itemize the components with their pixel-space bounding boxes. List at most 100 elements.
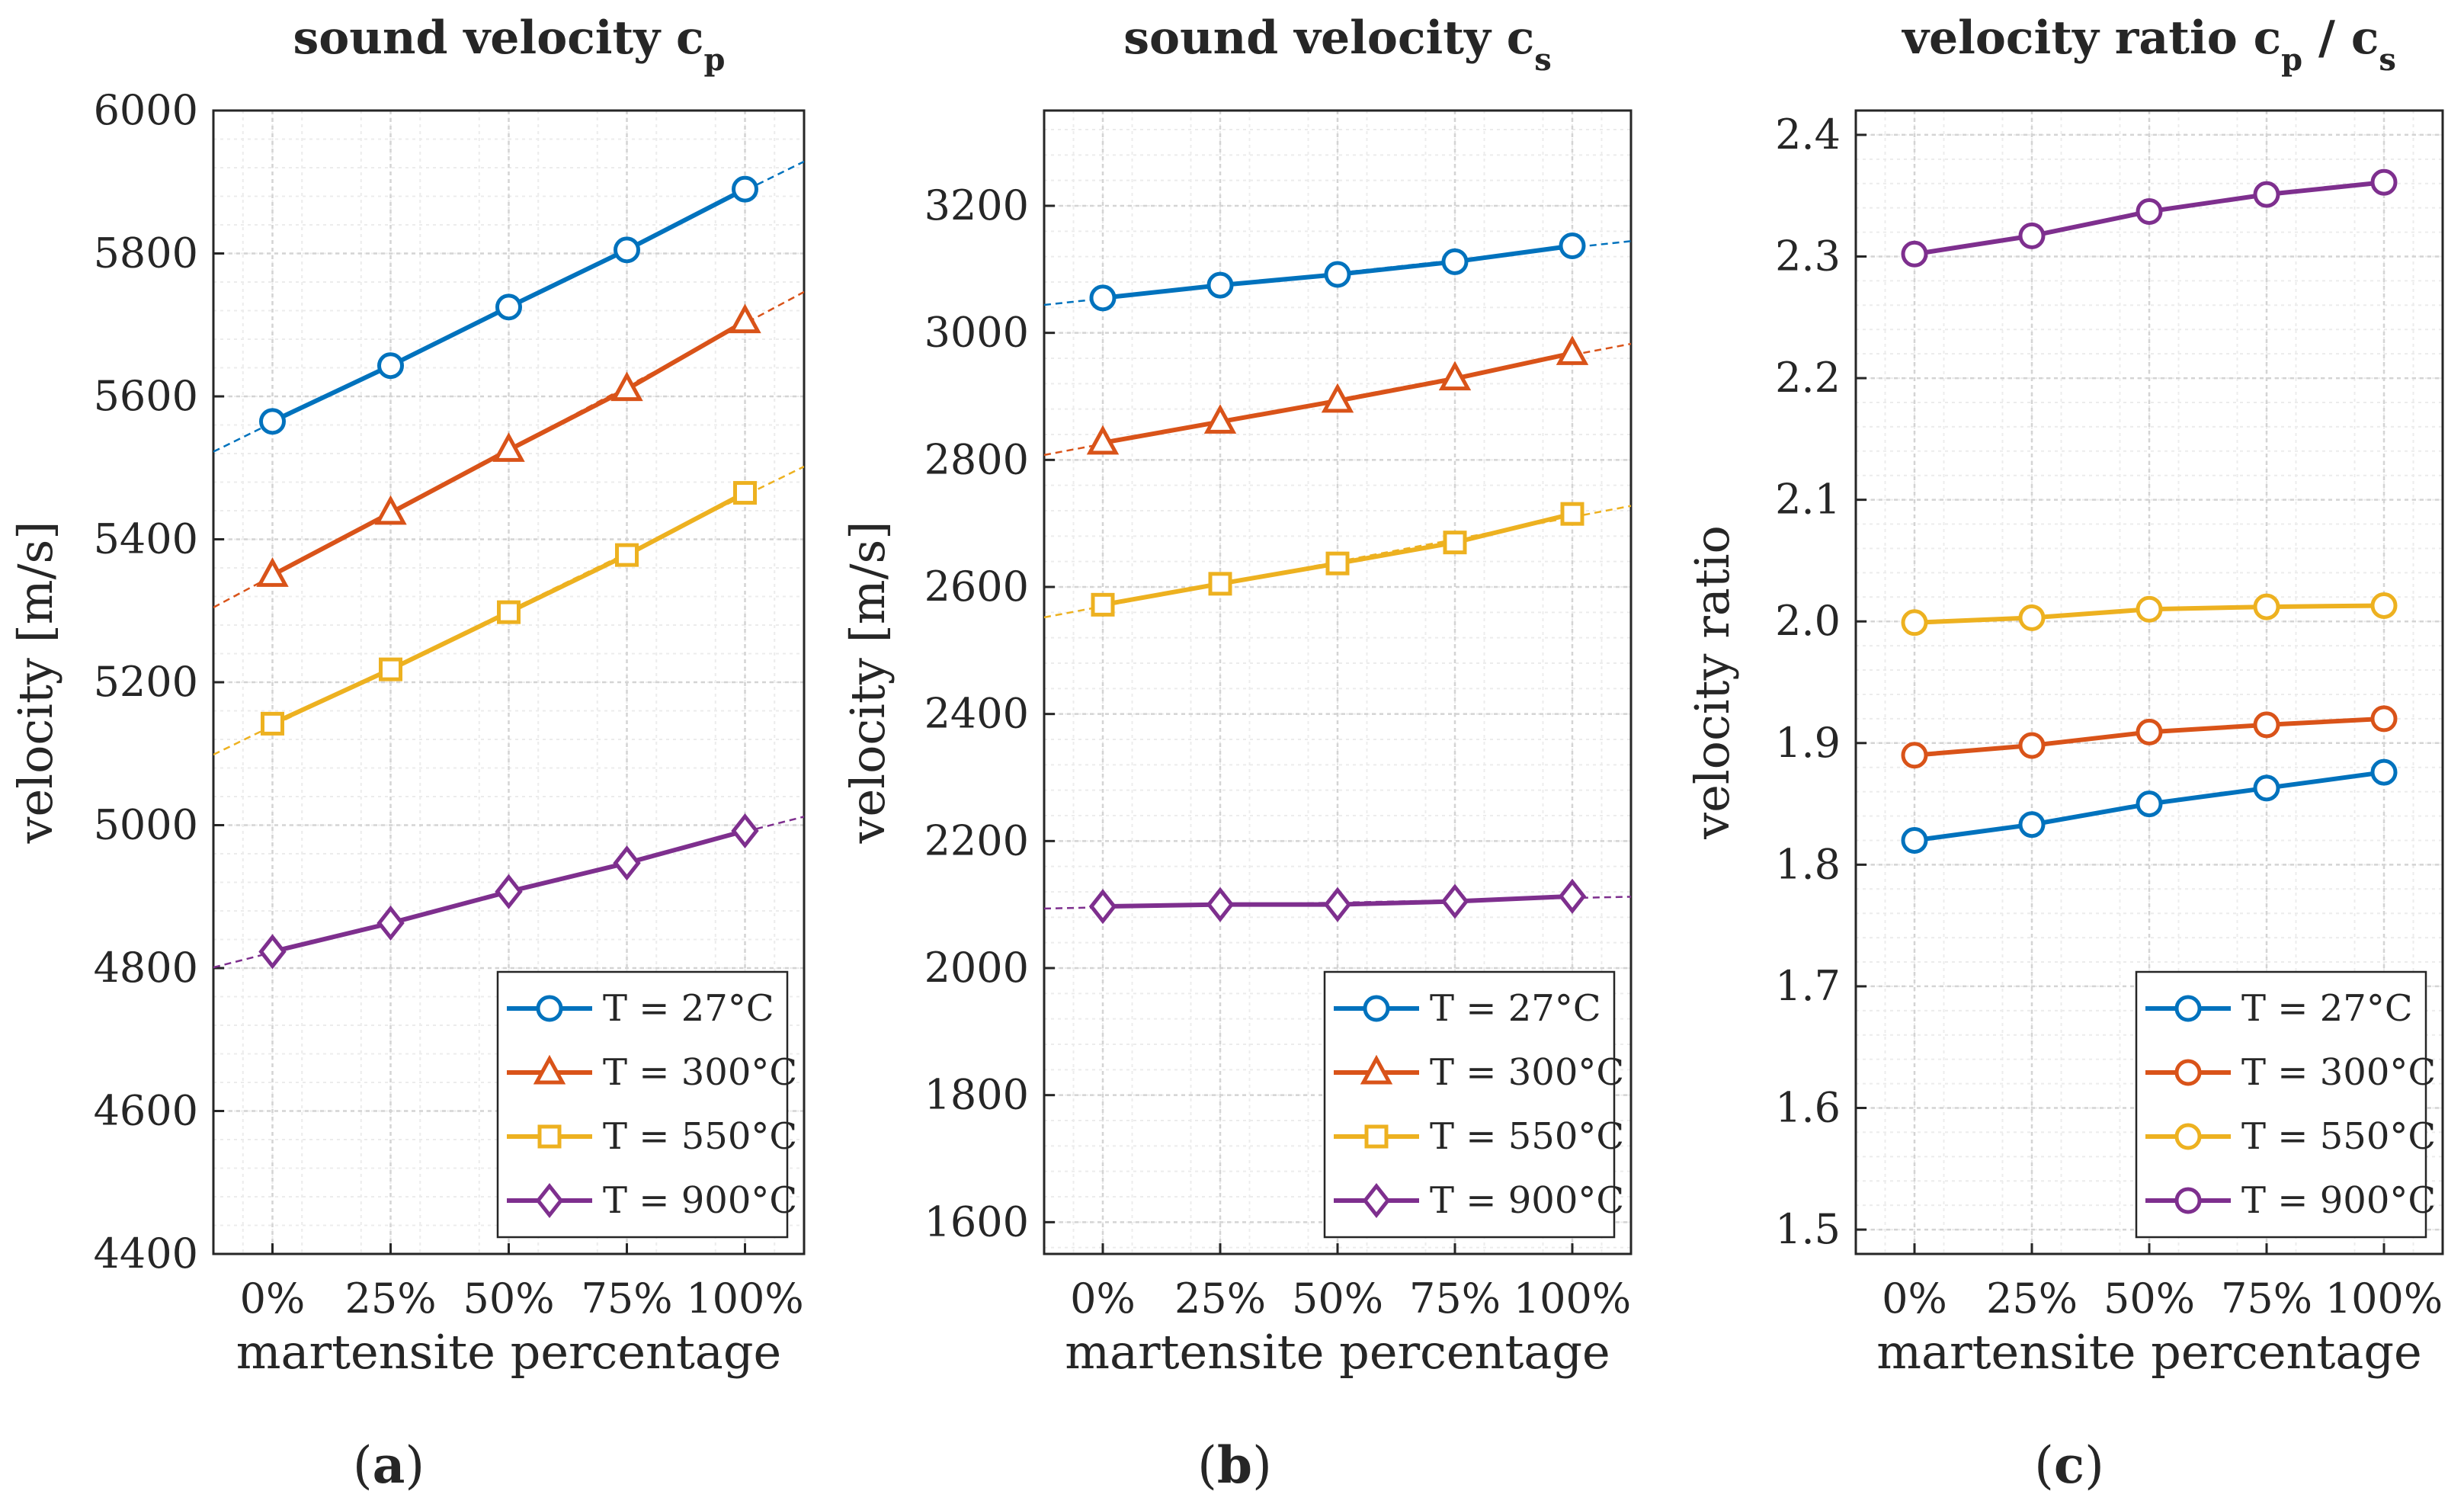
series-T27 <box>1901 758 2398 854</box>
y-tick-label: 4400 <box>94 1230 198 1278</box>
panel-c: 1.5 1.6 1.7 1.8 1.9 2.0 2.1 2.2 2.3 2.4 0% 25% 50% 75… <box>1684 11 2444 1495</box>
data-point <box>732 175 758 203</box>
y-tick-label: 4600 <box>94 1087 198 1135</box>
data-point <box>2018 811 2046 838</box>
data-point <box>2253 711 2280 739</box>
data-point <box>1324 261 1351 288</box>
x-tick-label: 25% <box>1986 1275 2078 1323</box>
series-T550 <box>1901 592 2398 636</box>
chart-title: sound velocity cs <box>1123 11 1552 78</box>
y-tick-label: 1.8 <box>1775 840 1841 888</box>
y-tick-label: 2.1 <box>1775 476 1841 524</box>
x-tick-label: 75% <box>1409 1275 1501 1323</box>
data-point <box>1441 248 1469 275</box>
legend-item: T = 300°C <box>2145 1051 2436 1094</box>
series-T300 <box>213 290 804 608</box>
x-tick-label: 25% <box>1174 1275 1266 1323</box>
legend-marker <box>2174 1123 2202 1150</box>
legend: T = 27°C T = 300°C T = 550°C T = 900°C <box>496 970 797 1239</box>
y-tick-label: 1.7 <box>1775 962 1841 1010</box>
legend-item: T = 550°C <box>2145 1115 2436 1158</box>
panel-paren-open: ( <box>353 1436 373 1495</box>
legend-label: T = 27°C <box>1430 987 1601 1030</box>
legend-marker <box>2174 1059 2202 1086</box>
x-tick-label: 50% <box>1292 1275 1383 1323</box>
y-tick-label: 5000 <box>94 801 198 849</box>
series-T900 <box>1044 878 1631 925</box>
y-tick-label: 1.6 <box>1775 1084 1841 1132</box>
y-tick-label: 4800 <box>94 944 198 992</box>
data-point <box>1086 425 1120 455</box>
legend-item: T = 300°C <box>1334 1051 1624 1094</box>
legend-item: T = 900°C <box>1334 1179 1624 1222</box>
legend-item: T = 27°C <box>1334 987 1601 1030</box>
y-tick-label: 3200 <box>924 181 1029 229</box>
x-tick-label: 75% <box>581 1275 672 1323</box>
legend-marker <box>1363 995 1390 1022</box>
data-point <box>615 543 639 567</box>
legend-label: T = 550°C <box>2241 1115 2436 1158</box>
y-axis-label: velocity ratio <box>1684 525 1740 840</box>
legend-marker <box>535 1182 564 1219</box>
y-axis-label: velocity [m/s] <box>840 521 896 845</box>
panel-paren-open: ( <box>2034 1436 2054 1495</box>
y-tick-label: 2.4 <box>1775 111 1841 159</box>
chart-title: velocity ratio cp / cs <box>1901 11 2396 78</box>
data-point <box>2018 732 2046 759</box>
y-tick-label: 3000 <box>924 309 1029 357</box>
data-point <box>1559 232 1586 259</box>
data-point <box>2136 197 2163 225</box>
x-tick-label: 50% <box>2104 1275 2195 1323</box>
data-point <box>2253 181 2280 208</box>
legend-item: T = 900°C <box>2145 1179 2436 1222</box>
data-point <box>1323 887 1352 922</box>
y-tick-label: 2800 <box>924 435 1029 483</box>
y-tick-label: 1.9 <box>1775 719 1841 767</box>
legend-item: T = 900°C <box>507 1179 797 1222</box>
x-tick-label: 0% <box>1070 1275 1136 1323</box>
legend-marker <box>533 1054 566 1085</box>
data-point <box>729 303 761 334</box>
data-point <box>614 236 640 264</box>
data-point <box>1089 284 1117 312</box>
legend-label: T = 300°C <box>603 1051 797 1094</box>
data-point <box>1325 551 1350 576</box>
title-main: sound velocity c <box>293 11 703 65</box>
chart-title: sound velocity cp <box>293 11 725 78</box>
legend-label: T = 550°C <box>603 1115 797 1158</box>
data-point <box>2370 758 2398 786</box>
legend-marker <box>1362 1182 1391 1219</box>
data-point <box>2018 222 2046 249</box>
title-main: sound velocity c <box>1123 11 1534 65</box>
data-point <box>1901 240 1928 268</box>
data-point <box>259 408 286 435</box>
legend-label: T = 900°C <box>1430 1179 1624 1222</box>
x-tick-label: 75% <box>2221 1275 2312 1323</box>
data-point <box>1206 271 1234 299</box>
data-point <box>2253 774 2280 802</box>
panel-label: (b) <box>1197 1435 1272 1495</box>
data-point <box>497 600 521 624</box>
legend-label: T = 27°C <box>603 987 774 1030</box>
title-subscript-2: s <box>2379 42 2396 78</box>
x-axis-label: martensite percentage <box>1876 1324 2422 1380</box>
y-axis-label: velocity [m/s] <box>8 521 63 845</box>
series-T27 <box>1044 232 1631 312</box>
data-point <box>1560 502 1584 526</box>
panel-paren-open: ( <box>1197 1436 1217 1495</box>
x-tick-label: 100% <box>2325 1275 2443 1323</box>
data-point <box>1558 878 1587 914</box>
y-tick-label: 2.0 <box>1775 597 1841 645</box>
data-point <box>1440 883 1469 919</box>
panel-paren-close: ) <box>1252 1436 1272 1495</box>
legend-marker <box>1360 1054 1393 1085</box>
panel-letter: c <box>2054 1435 2084 1495</box>
data-point <box>495 293 522 321</box>
data-point <box>376 905 405 941</box>
data-point <box>2370 168 2398 196</box>
data-point <box>2370 592 2398 619</box>
data-point <box>492 432 525 462</box>
panel-b: 1600 1800 2000 2200 2400 2600 2800 3000 3200 0% 25… <box>840 11 1633 1495</box>
data-point <box>2136 595 2163 623</box>
